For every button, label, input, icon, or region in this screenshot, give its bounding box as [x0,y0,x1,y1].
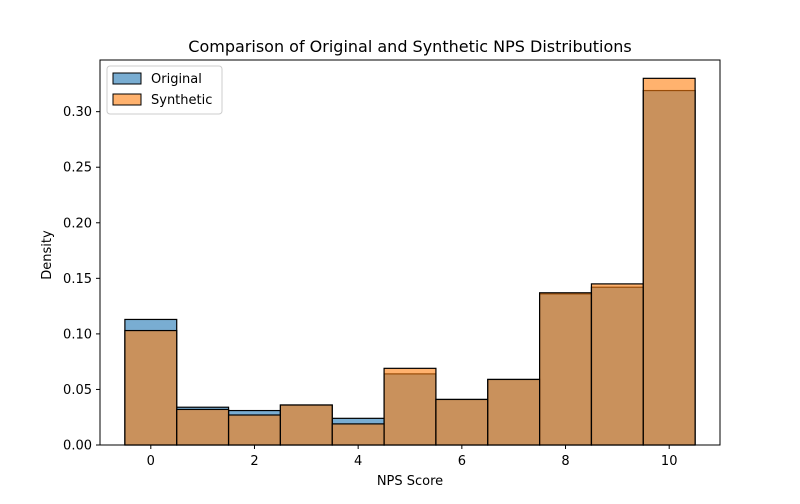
bar-synthetic-4 [331,423,385,446]
x-axis-label: NPS Score [377,474,443,489]
chart-title: Comparison of Original and Synthetic NPS… [188,37,631,56]
x-tick-label: 0 [147,454,155,469]
legend-swatch-original [112,72,142,85]
y-tick-label: 0.30 [63,105,92,120]
legend: Original Synthetic [106,65,223,115]
y-axis-label: Density [40,230,55,280]
legend-swatch-synthetic [112,93,142,106]
bars-layer [124,77,696,446]
bar-synthetic-10 [642,77,696,446]
bar-synthetic-3 [279,404,333,446]
bar-synthetic-7 [487,378,541,446]
x-tick-label: 8 [561,454,569,469]
bar-synthetic-5 [383,367,437,446]
x-tick-label: 10 [661,454,678,469]
x-tick-label: 2 [250,454,258,469]
plot-frame [99,59,721,446]
y-tick-label: 0.10 [63,327,92,342]
y-tick-label: 0.15 [63,272,92,287]
y-tick-label: 0.25 [63,161,92,176]
bar-synthetic-2 [227,414,282,446]
y-tick-label: 0.20 [63,216,92,231]
x-tick-label: 6 [458,454,466,469]
y-tick-label: 0.05 [63,383,92,398]
bar-synthetic-8 [538,292,593,446]
series-synthetic [124,77,696,446]
legend-label-synthetic: Synthetic [151,93,212,108]
bar-synthetic-6 [435,398,489,446]
legend-label-original: Original [151,72,202,87]
y-tick-label: 0.00 [63,439,92,454]
bar-synthetic-1 [176,408,230,446]
bar-synthetic-0 [124,329,178,446]
bar-synthetic-9 [590,283,644,446]
axes-layer: 0 2 4 6 8 10 0.00 0.05 0.10 0.15 0.20 0.25 0.30 [63,59,721,469]
x-tick-label: 4 [354,454,362,469]
